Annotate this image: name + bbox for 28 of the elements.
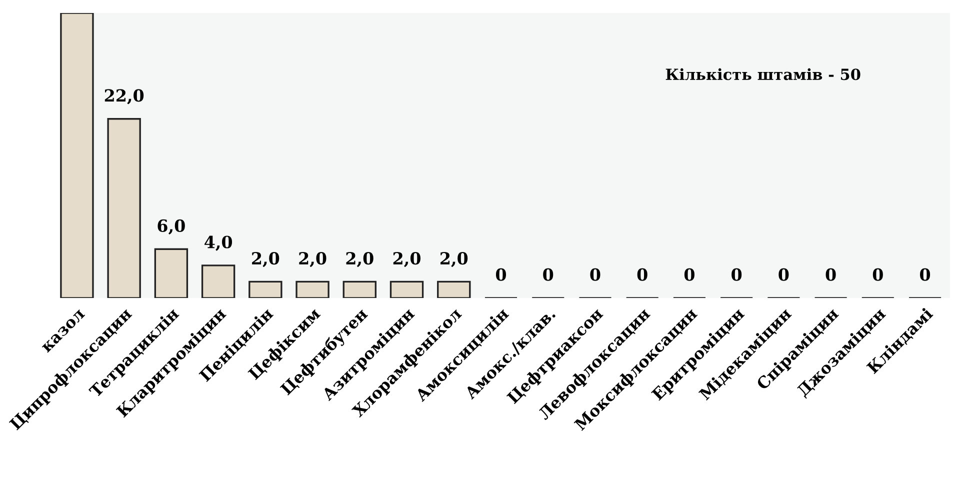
bar [390,280,424,298]
data-label: 0 [637,268,648,281]
bar [296,280,330,298]
annotation: Кількість штамів - 50 [666,68,860,80]
data-label: 2,0 [440,252,468,268]
data-label: 0 [496,268,506,281]
bar [437,280,471,298]
data-label: 2,0 [252,252,280,268]
data-label: 2,0 [393,252,420,268]
data-label: 2,0 [299,252,326,268]
bar [107,118,141,298]
data-label: 0 [826,268,836,281]
data-label: 22,0 [104,89,144,104]
data-label: 2,0 [346,252,374,268]
bar [342,280,377,298]
data-label: 0 [920,268,930,281]
data-label: 0 [543,268,554,281]
data-label: 4,0 [204,236,232,251]
data-label: 0 [778,268,789,281]
data-label: 0 [732,268,742,281]
data-label: 0 [590,268,600,281]
data-label: 0 [684,268,694,281]
bar [154,248,188,298]
bar [201,264,236,298]
data-label: 0 [872,268,883,281]
data-label: 6,0 [158,219,185,235]
bar [248,280,282,298]
bar [60,13,94,298]
